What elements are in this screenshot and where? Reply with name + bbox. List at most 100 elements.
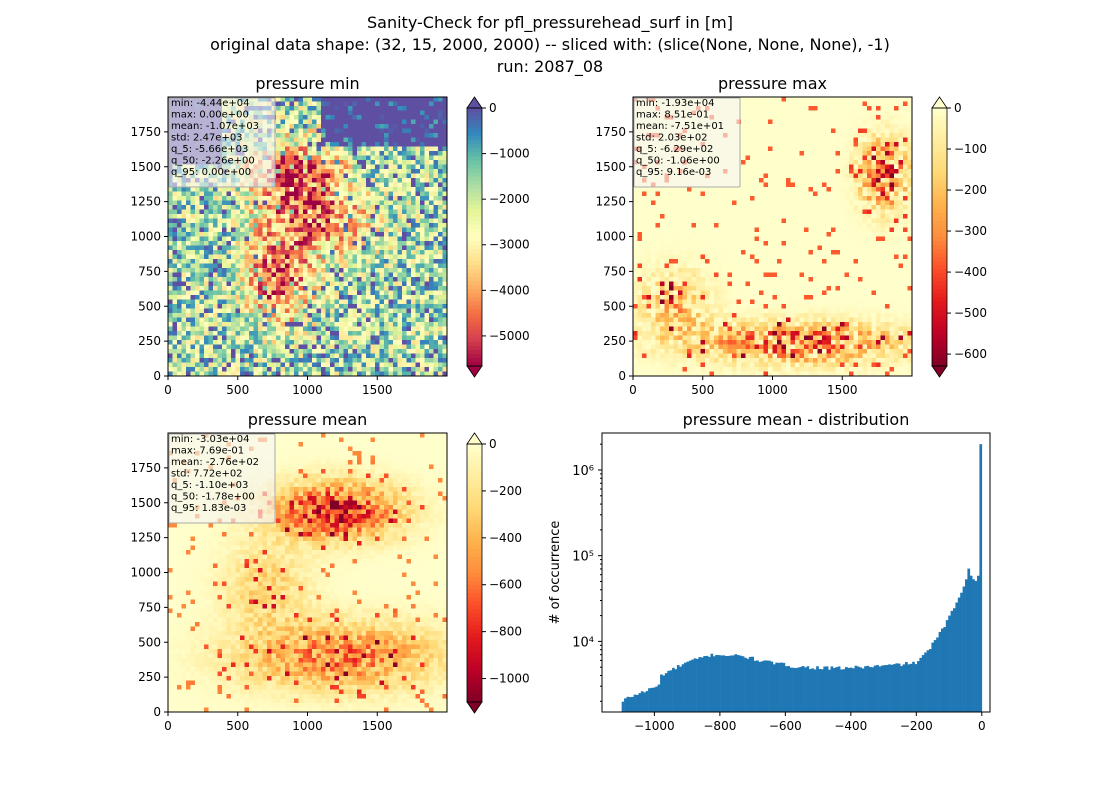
heatmap-cell [204,290,209,296]
heatmap-cell [253,299,259,305]
heatmap-cell [366,110,371,116]
heatmap-cell [330,326,335,332]
heatmap-cell [195,232,200,237]
heatmap-cell [258,358,263,363]
heatmap-cell [294,110,299,116]
heatmap-cell [393,146,398,152]
colorbar-segment [467,349,482,355]
heatmap-cell [177,299,182,305]
heatmap-cell [375,362,380,368]
heatmap-cell [804,97,809,102]
heatmap-cell [393,367,398,372]
heatmap-cell [343,137,349,143]
heatmap-cell [388,277,394,282]
heatmap-cell [442,236,448,242]
heatmap-cell [388,353,394,359]
heatmap-cell [307,371,313,377]
heatmap-cell [406,232,412,237]
heatmap-cell [438,254,443,260]
heatmap-cell [289,146,295,152]
heatmap-cell [267,272,272,278]
heatmap-cell [429,97,434,102]
heatmap-cell [795,142,800,147]
heatmap-cell [415,344,421,350]
heatmap-cell [325,322,331,327]
heatmap-cell [186,371,191,377]
heatmap-cell [420,137,425,143]
heatmap-cell [402,250,407,255]
heatmap-cell [402,178,407,183]
heatmap-cell [222,304,227,309]
colorbar-tick-label: −2000 [489,192,530,206]
heatmap-cell [213,236,218,242]
heatmap-cell [406,128,412,134]
heatmap-cell [781,124,787,129]
heatmap-cell [429,371,434,377]
colorbar-segment [467,124,482,129]
heatmap-cell [858,97,863,102]
heatmap-cell [267,358,272,363]
heatmap-cell [226,196,232,201]
heatmap-cell [253,304,259,309]
heatmap-cell [235,272,241,278]
heatmap-cell [442,227,448,233]
heatmap-cell [808,101,814,107]
heatmap-cell [343,317,349,323]
heatmap-cell [285,155,290,161]
heatmap-cell [330,236,335,242]
heatmap-cell [231,268,236,273]
heatmap-cell [168,227,173,233]
heatmap-cell [330,142,335,147]
heatmap-cell [817,133,823,138]
heatmap-cell [258,223,263,228]
heatmap-cell [186,281,191,287]
heatmap-cell [312,322,317,327]
heatmap-cell [186,268,191,273]
heatmap-cell [195,353,200,359]
heatmap-cell [898,155,904,161]
heatmap-cell [889,164,895,170]
heatmap-cell [213,340,218,345]
heatmap-cell [424,236,430,242]
heatmap-cell [262,272,268,278]
heatmap-cell [226,272,232,278]
heatmap-cell [375,254,380,260]
heatmap-cell [754,115,760,120]
heatmap-cell [339,200,344,206]
heatmap-cell [804,146,809,152]
heatmap-cell [249,367,254,372]
heatmap-cell [321,304,326,309]
heatmap-cell [244,272,250,278]
heatmap-cell [177,214,182,219]
heatmap-cell [433,371,439,377]
colorbar-segment [467,232,482,238]
heatmap-cell [321,124,326,129]
heatmap-cell [402,308,407,314]
heatmap-cell [334,200,340,206]
heatmap-cell [402,353,407,359]
heatmap-cell [213,218,218,224]
heatmap-cell [411,263,416,269]
heatmap-cell [772,142,778,147]
heatmap-cell [168,326,173,332]
heatmap-cell [352,250,358,255]
heatmap-cell [889,124,895,129]
heatmap-cell [334,214,340,219]
heatmap-cell [244,236,250,242]
heatmap-cell [361,245,367,251]
heatmap-cell [411,200,416,206]
heatmap-cell [235,250,241,255]
heatmap-cell [172,187,178,192]
heatmap-cell [343,268,349,273]
heatmap-cell [285,196,290,201]
heatmap-cell [298,245,304,251]
heatmap-cell [411,110,416,116]
heatmap-cell [424,223,430,228]
heatmap-cell [307,146,313,152]
heatmap-cell [343,160,349,165]
heatmap-cell [759,119,764,125]
heatmap-cell [244,254,250,260]
heatmap-cell [786,169,791,174]
heatmap-cell [384,236,389,242]
